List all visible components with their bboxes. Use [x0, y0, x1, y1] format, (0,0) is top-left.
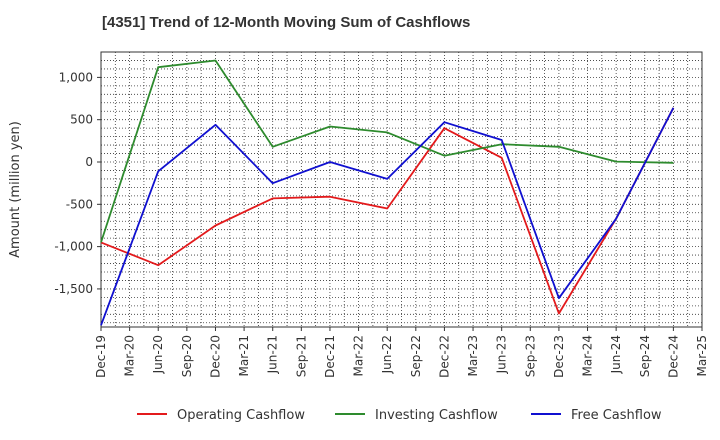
- x-tick-label: Mar-24: [581, 335, 595, 376]
- x-tick-label: Mar-23: [466, 335, 480, 376]
- x-tick-label: Mar-21: [237, 335, 251, 376]
- y-tick-label: 0: [85, 155, 93, 169]
- chart-title: [4351] Trend of 12-Month Moving Sum of C…: [102, 14, 471, 31]
- x-tick-label: Jun-21: [266, 335, 280, 374]
- x-tick-label: Dec-23: [552, 335, 566, 378]
- y-axis-label: Amount (million yen): [8, 121, 23, 258]
- y-tick-label: -1,000: [54, 240, 93, 254]
- operating-cashflow-line: [100, 107, 675, 315]
- x-tick-label: Sep-22: [409, 335, 423, 377]
- x-tick-label: Jun-22: [380, 335, 394, 374]
- x-tick-label: Jun-23: [495, 335, 509, 374]
- x-tick-label: Sep-20: [180, 335, 194, 377]
- operating-cashflow-legend-label: Operating Cashflow: [177, 408, 305, 423]
- free-cashflow-line: [100, 107, 675, 326]
- x-tick-label: Dec-22: [437, 335, 451, 378]
- x-tick-label: Sep-21: [294, 335, 308, 377]
- y-tick-label: 500: [70, 113, 93, 127]
- x-tick-label: Dec-19: [94, 335, 108, 378]
- investing-cashflow-line: [100, 59, 674, 243]
- y-tick-label: 1,000: [59, 70, 93, 84]
- x-tick-label: Dec-21: [323, 335, 337, 378]
- investing-cashflow-legend-label: Investing Cashflow: [375, 408, 498, 423]
- x-tick-label: Jun-20: [151, 335, 165, 374]
- y-tick-label: -1,500: [54, 282, 93, 296]
- free-cashflow-legend-label: Free Cashflow: [571, 408, 662, 423]
- x-tick-label: Mar-20: [123, 335, 137, 376]
- x-tick-label: Dec-24: [666, 335, 680, 378]
- x-tick-label: Sep-24: [638, 335, 652, 377]
- y-tick-label: -500: [66, 197, 93, 211]
- x-tick-label: Sep-23: [523, 335, 537, 377]
- x-tick-label: Jun-24: [609, 335, 623, 374]
- x-tick-label: Mar-22: [352, 335, 366, 376]
- x-tick-label: Dec-20: [208, 335, 222, 378]
- x-tick-label: Mar-25: [695, 335, 709, 376]
- plot-frame: [100, 51, 703, 328]
